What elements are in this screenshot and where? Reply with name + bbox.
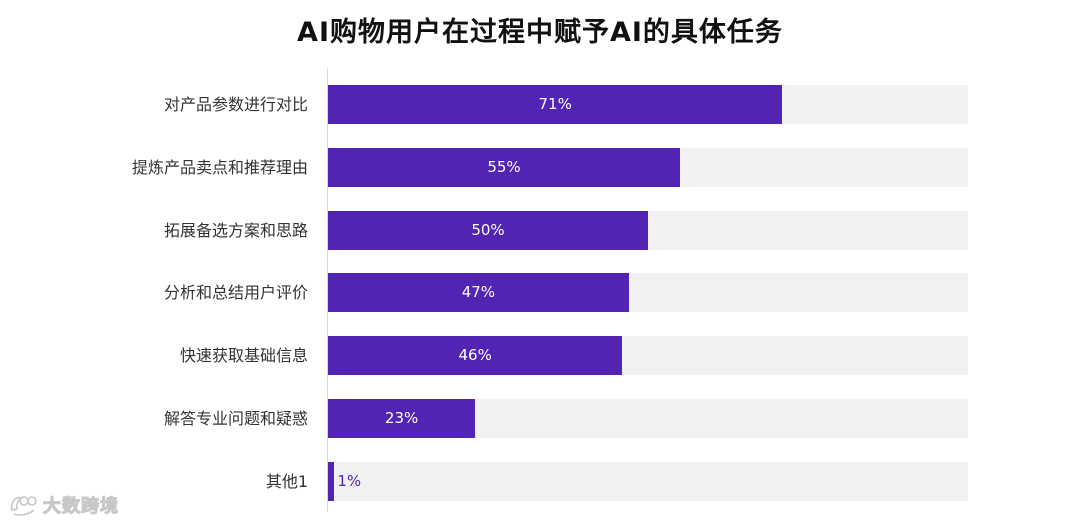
category-label: 对产品参数进行对比	[163, 95, 308, 114]
bar	[328, 336, 623, 375]
category-axis-line	[327, 68, 328, 512]
bar	[328, 462, 335, 501]
dashuju-logo-icon	[10, 496, 37, 516]
category-label: 快速获取基础信息	[179, 346, 308, 365]
category-label: 拓展备选方案和思路	[163, 221, 308, 240]
value-label: 50%	[471, 221, 505, 239]
category-label: 提炼产品卖点和推荐理由	[131, 158, 308, 177]
value-label: 55%	[487, 158, 521, 176]
category-label: 其他1	[265, 472, 308, 491]
chart-title: AI购物用户在过程中赋予AI的具体任务	[297, 17, 783, 48]
bar	[328, 399, 476, 438]
value-label: 46%	[458, 346, 492, 364]
value-label: 1%	[337, 472, 362, 490]
value-label: 71%	[538, 95, 572, 113]
watermark: 大数跨境	[8, 490, 119, 520]
category-label: 解答专业问题和疑惑	[163, 409, 308, 428]
watermark-text: 大数跨境	[43, 496, 119, 518]
value-label: 47%	[461, 283, 496, 301]
bar	[328, 273, 629, 312]
bar	[328, 148, 680, 187]
bar-track	[328, 462, 968, 501]
bar	[328, 85, 783, 124]
category-label: 分析和总结用户评价	[163, 283, 308, 302]
bar	[328, 211, 648, 250]
value-label: 23%	[384, 409, 419, 427]
